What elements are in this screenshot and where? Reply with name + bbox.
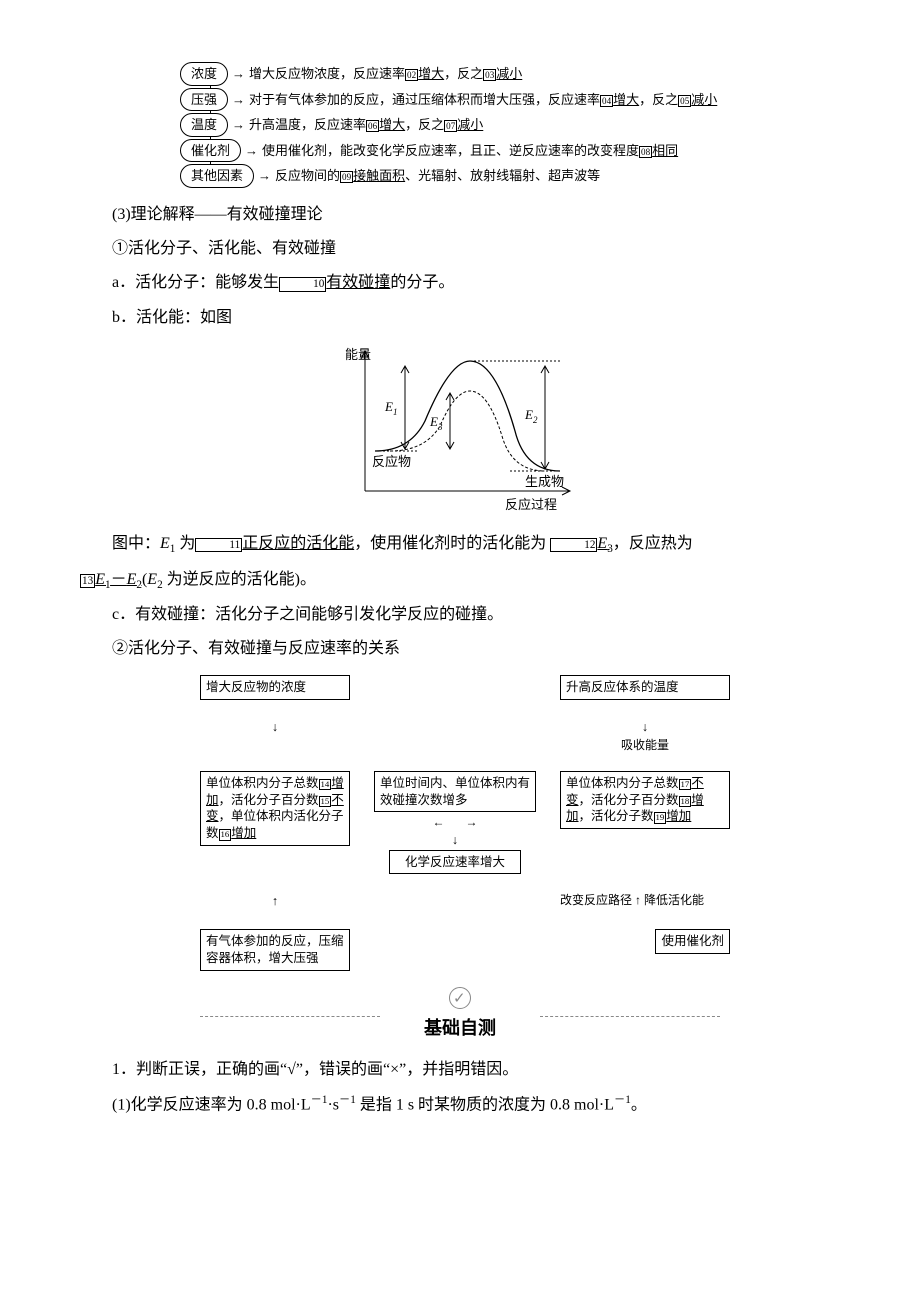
section3-b: b．活化能：如图 — [80, 303, 840, 333]
factor-node: 压强 — [180, 88, 228, 112]
blank-10: 有效碰撞 — [326, 274, 390, 291]
check-icon — [449, 987, 471, 1009]
section3-a: a．活化分子：能够发生10有效碰撞的分子。 — [80, 268, 840, 298]
d3-path-labels: 改变反应路径 ↑ 降低活化能 — [560, 892, 730, 908]
d3-top-left: 增大反应物的浓度 — [200, 675, 350, 700]
product-label: 生成物 — [525, 474, 564, 489]
d3-top-right: 升高反应体系的温度 — [560, 675, 730, 700]
arrow-right-icon — [245, 141, 258, 161]
section3-heading: (3)理论解释——有效碰撞理论 — [80, 200, 840, 230]
section-divider: 基础自测 — [200, 987, 720, 1045]
energy-curve-svg: 能量 E1 E3 E2 反应物 生成物 反应过程 — [330, 341, 590, 521]
svg-text:E2: E2 — [524, 407, 538, 425]
c-line: c．有效碰撞：活化分子之间能够引发化学反应的碰撞。 — [80, 600, 840, 630]
factor-node: 浓度 — [180, 62, 228, 86]
factor-row: 温度 升高温度，反应速率06增大，反之07减小 — [180, 113, 740, 137]
q1-1: (1)化学反应速率为 0.8 mol·L－1·s－1 是指 1 s 时某物质的浓… — [80, 1090, 840, 1121]
a-text-post: 的分子。 — [390, 274, 454, 291]
a-text-pre: a．活化分子：能够发生 — [112, 274, 279, 291]
factor-row: 浓度 增大反应物浓度，反应速率02增大，反之03减小 — [180, 62, 740, 86]
x-axis-label: 反应过程 — [505, 497, 557, 512]
d3-catalyst-box: 使用催化剂 — [655, 929, 730, 954]
tuzhong-para-2: 13E1－E2(E2 为逆反应的活化能)。 — [80, 565, 840, 596]
d3-result-box: 化学反应速率增大 — [389, 850, 521, 875]
blank-13-num: 13 — [80, 574, 95, 588]
arrow-down-icon — [272, 719, 278, 736]
factor-text: 升高温度，反应速率06增大，反之07减小 — [249, 115, 740, 135]
absorb-label: 吸收能量 — [621, 737, 669, 753]
e1-pre: 为 — [175, 535, 195, 552]
arrow-down-icon — [642, 719, 648, 736]
factor-text: 对于有气体参加的反应，通过压缩体积而增大压强，反应速率04增大，反之05减小 — [249, 90, 740, 110]
factor-text: 使用催化剂，能改变化学反应速率，且正、逆反应速率的改变程度08相同 — [262, 141, 740, 161]
reactant-label: 反应物 — [372, 454, 411, 469]
arrow-up-icon — [272, 893, 278, 910]
d3-mid-box: 单位时间内、单位体积内有效碰撞次数增多 — [374, 771, 536, 813]
sub2: ②活化分子、有效碰撞与反应速率的关系 — [80, 634, 840, 664]
tuzhong-mid1: ，使用催化剂时的活化能为 — [354, 535, 550, 552]
blank-13: E1－E2 — [95, 571, 142, 588]
section3-sub1: ①活化分子、活化能、有效碰撞 — [80, 234, 840, 264]
arrow-right-icon — [232, 115, 245, 135]
tuzhong-pre: 图中： — [112, 535, 160, 552]
blank-11: 正反应的活化能 — [242, 535, 354, 552]
d3-right-box: 单位体积内分子总数17不变，活化分子百分数18增加，活化分子数19增加 — [560, 771, 730, 830]
d3-bottom-left: 有气体参加的反应，压缩容器体积，增大压强 — [200, 929, 350, 971]
tuzhong-para: 图中：E1 为11正反应的活化能，使用催化剂时的活化能为 12E3，反应热为 — [80, 529, 840, 560]
energy-diagram: 能量 E1 E3 E2 反应物 生成物 反应过程 — [80, 341, 840, 521]
factor-text: 增大反应物浓度，反应速率02增大，反之03减小 — [249, 64, 740, 84]
blank-11-num: 11 — [195, 538, 242, 552]
factor-node: 温度 — [180, 113, 228, 137]
arrow-down-icon — [452, 832, 458, 849]
factor-row: 其他因素 反应物间的09接触面积、光辐射、放射线辐射、超声波等 — [180, 164, 740, 188]
factor-row: 催化剂 使用催化剂，能改变化学反应速率，且正、逆反应速率的改变程度08相同 — [180, 139, 740, 163]
factor-node: 其他因素 — [180, 164, 254, 188]
tuzhong-mid2: ，反应热为 — [613, 535, 693, 552]
divider-label: 基础自测 — [424, 1011, 496, 1045]
factor-text: 反应物间的09接触面积、光辐射、放射线辐射、超声波等 — [275, 166, 740, 186]
factors-diagram: 浓度 增大反应物浓度，反应速率02增大，反之03减小压强 对于有气体参加的反应，通过… — [180, 62, 740, 188]
arrow-right-icon — [232, 90, 245, 110]
arrow-right-icon — [232, 64, 245, 84]
d3-left-box: 单位体积内分子总数14增加，活化分子百分数15不变，单位体积内活化分子数16增加 — [200, 771, 350, 847]
blank-10-num: 10 — [279, 277, 326, 291]
collision-flow-diagram: 增大反应物的浓度 升高反应体系的温度 吸收能量 单位体积内分子总数14增加，活化… — [200, 675, 720, 971]
svg-text:E1: E1 — [384, 399, 397, 417]
svg-text:E3: E3 — [429, 414, 443, 432]
y-axis-label-1: 能量 — [345, 347, 371, 362]
blank-12: E3 — [597, 535, 612, 552]
factor-node: 催化剂 — [180, 139, 241, 163]
arrow-right-icon — [258, 166, 271, 186]
q1: 1．判断正误，正确的画“√”，错误的画“×”，并指明错因。 — [80, 1055, 840, 1085]
blank-12-num: 12 — [550, 538, 597, 552]
factor-row: 压强 对于有气体参加的反应，通过压缩体积而增大压强，反应速率04增大，反之05减小 — [180, 88, 740, 112]
